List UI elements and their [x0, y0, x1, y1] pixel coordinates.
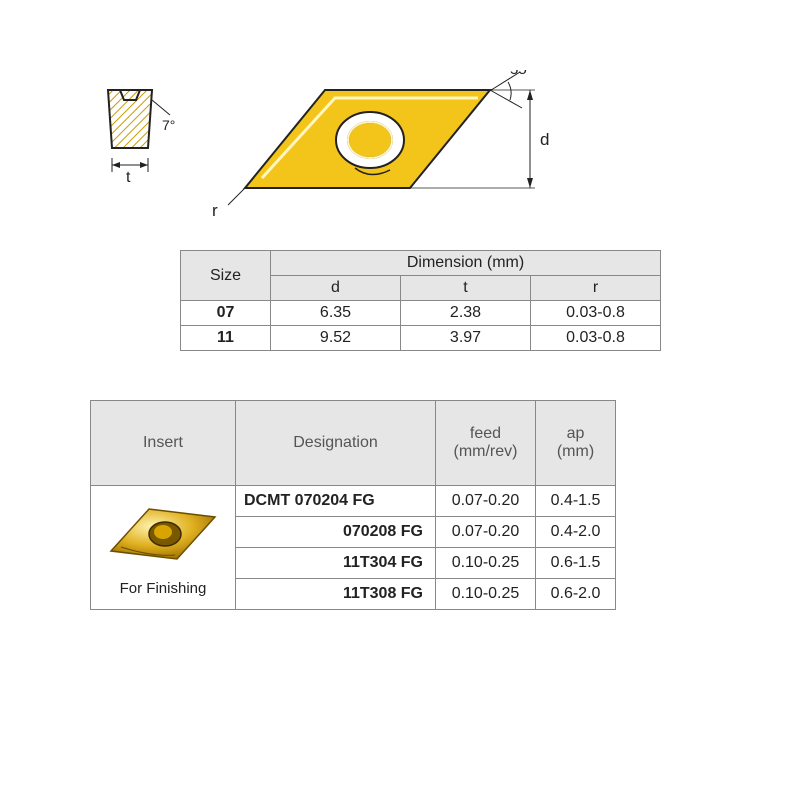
- dim-row: 07 6.35 2.38 0.03-0.8: [181, 301, 661, 326]
- label-r: r: [212, 201, 218, 220]
- spec-row: For Finishing DCMT 070204 FG 0.07-0.20 0…: [91, 486, 616, 517]
- dim-row: 11 9.52 3.97 0.03-0.8: [181, 326, 661, 351]
- hdr-ap: ap (mm): [536, 401, 616, 486]
- insert-caption: For Finishing: [99, 580, 227, 597]
- angle-top-label: 55°: [510, 70, 533, 78]
- dim-super-header: Dimension (mm): [271, 251, 661, 276]
- label-t: t: [126, 169, 131, 186]
- dim-col-r: r: [531, 276, 661, 301]
- dim-col-d: d: [271, 276, 401, 301]
- insert-diagram: 7° t 55°: [90, 70, 610, 250]
- spec-table: Insert Designation feed (mm/rev) ap (mm)…: [90, 400, 616, 610]
- dim-col-t: t: [401, 276, 531, 301]
- label-d: d: [540, 130, 549, 149]
- designation-cell: DCMT 070204 FG: [236, 486, 436, 517]
- hdr-designation: Designation: [236, 401, 436, 486]
- dimension-table: Size Dimension (mm) d t r 07 6.35 2.38 0…: [180, 250, 661, 351]
- hdr-feed: feed (mm/rev): [436, 401, 536, 486]
- side-profile: 7° t: [108, 90, 175, 186]
- top-view: 55° d r: [212, 70, 549, 220]
- angle-side-label: 7°: [162, 117, 175, 133]
- insert-icon: [103, 499, 223, 569]
- hdr-insert: Insert: [91, 401, 236, 486]
- dim-size-header: Size: [181, 251, 271, 301]
- insert-cell: For Finishing: [91, 486, 236, 610]
